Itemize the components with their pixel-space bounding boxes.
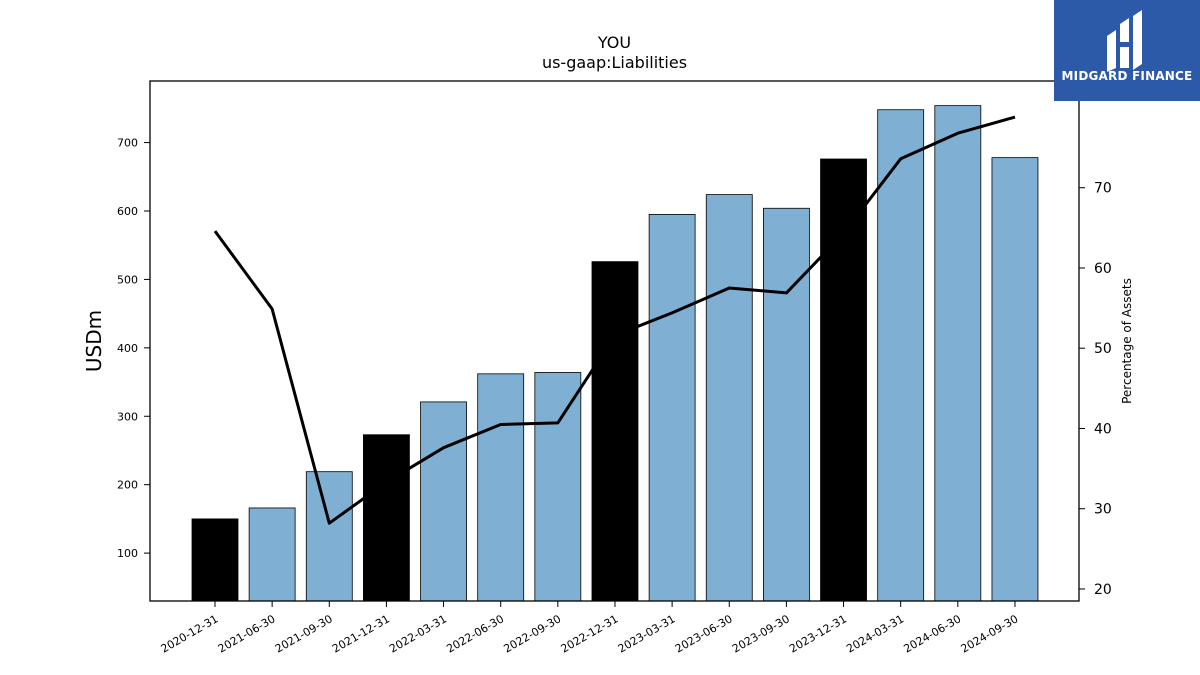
bar <box>477 373 525 602</box>
bars-group <box>191 105 1039 602</box>
brand-name: MIDGARD FINANCE <box>1061 69 1193 83</box>
x-tick-label: 2024-06-30 <box>901 612 963 655</box>
bar <box>648 214 696 602</box>
x-tick-label: 2023-09-30 <box>730 612 792 655</box>
x-tick-label: 2023-12-31 <box>787 612 849 655</box>
bar <box>820 158 867 602</box>
bar <box>763 207 810 602</box>
y2-tick-label: 70 <box>1094 181 1112 197</box>
bar <box>877 109 925 602</box>
bar <box>305 471 353 602</box>
brand-logo: MIDGARD FINANCE <box>1054 0 1200 101</box>
y-tick-label: 200 <box>117 479 138 492</box>
y-axis-label: USDm <box>82 310 106 372</box>
x-tick-label: 2021-12-31 <box>330 612 392 655</box>
y2-tick-label: 40 <box>1094 421 1112 437</box>
x-tick-label: 2023-03-31 <box>616 612 678 655</box>
x-tick-label: 2024-03-31 <box>844 612 906 655</box>
y-tick-label: 600 <box>117 205 138 218</box>
y2-tick-label: 60 <box>1094 261 1112 277</box>
y2-tick-label: 30 <box>1094 502 1112 518</box>
y-tick-label: 300 <box>117 410 138 423</box>
y-tick-label: 700 <box>117 137 138 150</box>
x-axis-ticks: 2020-12-312021-06-302021-09-302021-12-31… <box>159 601 1021 656</box>
line-group <box>213 115 1016 525</box>
right-axis-ticks: 20 30 40 50 60 70 <box>1079 181 1112 598</box>
x-tick-label: 2022-03-31 <box>387 612 449 655</box>
y-tick-label: 100 <box>117 547 138 560</box>
chart-title: YOU <box>597 33 631 52</box>
x-tick-label: 2020-12-31 <box>159 612 221 655</box>
y-tick-label: 500 <box>117 273 138 286</box>
y2-axis-label: Percentage of Assets <box>1120 278 1134 404</box>
y2-tick-label: 50 <box>1094 341 1112 357</box>
x-tick-label: 2021-09-30 <box>273 612 335 655</box>
x-tick-label: 2024-09-30 <box>959 612 1021 655</box>
bar <box>363 434 410 602</box>
midgard-logo-icon <box>1107 10 1142 72</box>
chart-subtitle: us-gaap:Liabilities <box>542 53 687 72</box>
bar <box>934 105 982 602</box>
bar <box>705 194 753 602</box>
series-line <box>213 115 1016 525</box>
bar <box>534 372 582 602</box>
x-tick-label: 2021-06-30 <box>216 612 278 655</box>
x-tick-label: 2022-12-31 <box>559 612 621 655</box>
bar <box>420 401 467 602</box>
y-tick-label: 400 <box>117 342 138 355</box>
x-tick-label: 2023-06-30 <box>673 612 735 655</box>
bar <box>248 507 296 602</box>
y2-tick-label: 20 <box>1094 582 1112 598</box>
bar <box>991 157 1039 602</box>
bar <box>591 261 639 602</box>
x-tick-label: 2022-06-30 <box>444 612 506 655</box>
x-tick-label: 2022-09-30 <box>501 612 563 655</box>
left-axis-ticks: 100 200 300 400 500 600 700 <box>117 137 150 560</box>
bar <box>191 518 239 602</box>
